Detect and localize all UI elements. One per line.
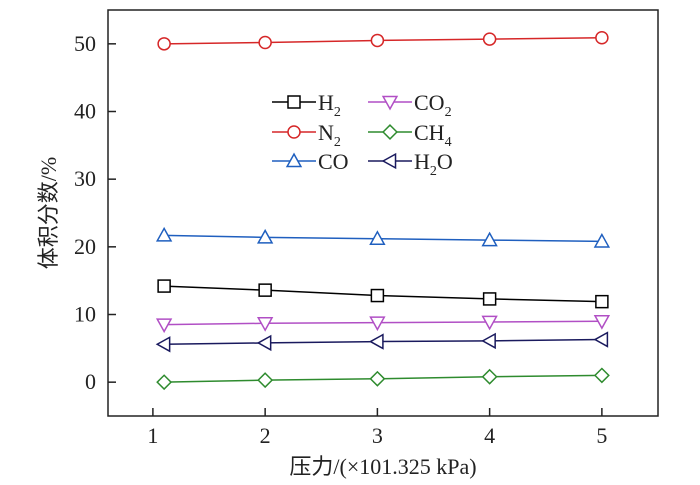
- legend-label: N2: [318, 120, 341, 150]
- data-point: [368, 333, 384, 350]
- legend-label: H2O: [414, 149, 453, 179]
- x-axis-title: 压力/(×101.325 kPa): [289, 454, 476, 479]
- y-tick-label: 20: [74, 234, 96, 259]
- legend-marker: [287, 95, 301, 109]
- data-point: [369, 230, 386, 245]
- data-point: [258, 283, 272, 297]
- legend-label: CO2: [414, 90, 452, 120]
- legend-label: H2: [318, 90, 341, 120]
- legend-item-co2: CO2: [368, 90, 452, 120]
- data-point: [593, 367, 610, 384]
- data-point: [369, 370, 386, 387]
- y-tick-label: 50: [74, 31, 96, 56]
- legend-marker: [381, 152, 397, 170]
- series-h2: [157, 279, 609, 309]
- legend-marker: [382, 124, 398, 140]
- data-point: [481, 332, 496, 350]
- data-point: [593, 232, 611, 248]
- legend-item-h2o: H2O: [368, 149, 453, 179]
- series-co2: [155, 314, 611, 334]
- data-point: [155, 318, 173, 334]
- data-point: [258, 35, 272, 50]
- series-n2: [157, 30, 609, 51]
- data-point: [157, 279, 171, 293]
- data-point: [370, 33, 385, 48]
- data-point: [155, 336, 171, 353]
- legend-label: CO: [318, 149, 349, 174]
- data-point: [256, 228, 274, 244]
- data-point: [256, 317, 274, 332]
- data-point: [593, 314, 611, 330]
- data-point: [155, 226, 173, 242]
- legend-item-h2: H2: [272, 90, 341, 120]
- data-point: [370, 288, 385, 303]
- data-point: [595, 294, 609, 309]
- data-point: [156, 374, 173, 391]
- legend-item-ch4: CH4: [368, 120, 452, 150]
- data-point: [157, 37, 171, 51]
- y-tick-label: 30: [74, 166, 96, 191]
- series-line: [164, 320, 602, 326]
- x-tick-label: 2: [260, 423, 271, 448]
- plot-frame: [107, 9, 659, 417]
- data-point: [481, 368, 498, 385]
- plot-border: [107, 9, 659, 417]
- x-tick-label: 5: [596, 423, 607, 448]
- legend-marker: [285, 152, 303, 168]
- data-point: [257, 372, 274, 389]
- legend-label: CH4: [414, 120, 452, 150]
- data-point: [595, 30, 609, 45]
- data-point: [256, 334, 272, 352]
- series-co: [155, 226, 611, 248]
- data-point: [481, 231, 498, 247]
- x-tick-label: 1: [147, 423, 158, 448]
- data-point: [369, 316, 386, 332]
- series-ch4: [156, 367, 610, 391]
- legend-item-co: CO: [272, 149, 349, 174]
- series-layer: [155, 30, 611, 391]
- x-tick-label: 3: [372, 423, 383, 448]
- legend-marker: [381, 95, 399, 111]
- data-point: [481, 315, 498, 331]
- legend-item-n2: N2: [272, 120, 341, 150]
- y-tick-label: 40: [74, 99, 96, 124]
- data-point: [593, 331, 609, 348]
- data-point: [482, 292, 497, 306]
- legend-marker: [287, 125, 301, 139]
- y-tick-label: 10: [74, 302, 96, 327]
- x-tick-label: 4: [484, 423, 495, 448]
- data-point: [482, 32, 497, 46]
- series-h2o: [155, 331, 609, 353]
- y-tick-label: 0: [85, 369, 96, 394]
- y-axis-title: 体积分数/%: [36, 157, 61, 269]
